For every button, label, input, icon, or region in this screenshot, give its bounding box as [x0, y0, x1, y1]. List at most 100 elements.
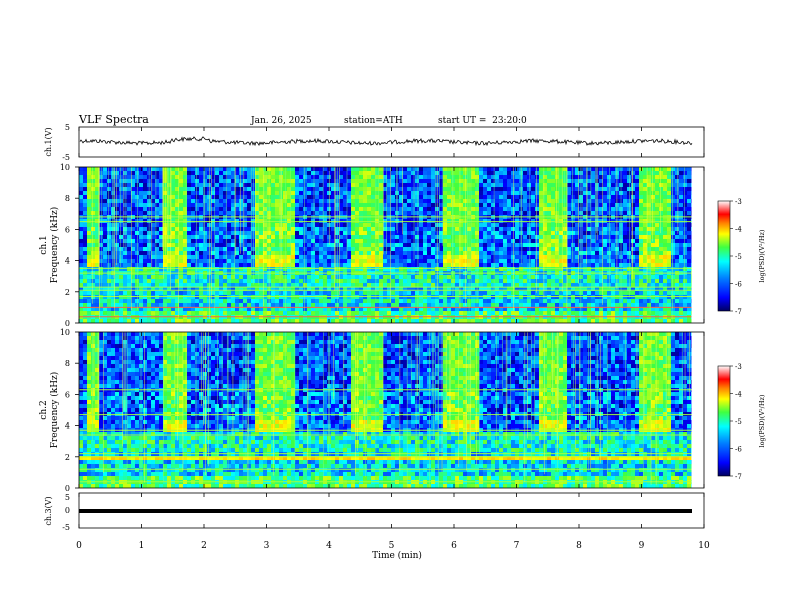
spectrogram-cell [535, 275, 539, 279]
spectrogram-cell [175, 207, 179, 211]
spectrogram-cell [147, 307, 151, 311]
spectrogram-cell [243, 227, 247, 231]
spectrogram-cell [387, 287, 391, 291]
spectrogram-cell [287, 319, 291, 323]
spectrogram-cell [527, 319, 531, 323]
spectrogram-cell [135, 235, 139, 239]
spectrogram-cell [87, 263, 91, 267]
spectrogram-cell [379, 291, 383, 295]
spectrogram-cell [275, 267, 279, 271]
spectrogram-cell [111, 307, 115, 311]
spectrogram-cell [139, 291, 143, 295]
spectrogram-cell [575, 255, 579, 259]
spectrogram-cell [175, 223, 179, 227]
spectrogram-cell [471, 255, 475, 259]
spectrogram-cell [115, 175, 119, 179]
spectrogram-cell [563, 311, 567, 315]
spectrogram-cell [307, 279, 311, 283]
spectrogram-cell [131, 279, 135, 283]
spectrogram-cell [415, 251, 419, 255]
spectrogram-cell [523, 255, 527, 259]
spectrogram-cell [139, 187, 143, 191]
spectrogram-cell [155, 199, 159, 203]
spectrogram-cell [583, 263, 587, 267]
spectrogram-cell [239, 167, 243, 171]
spectrogram-cell [443, 207, 447, 211]
spectrogram-cell [411, 227, 415, 231]
spectrogram-cell [295, 183, 299, 187]
spectrogram-cell [511, 251, 515, 255]
spectrogram-cell [343, 183, 347, 187]
spectrogram-cell [171, 235, 175, 239]
spectrogram-cell [543, 175, 547, 179]
spectrogram-cell [107, 319, 111, 323]
spectrogram-cell [151, 223, 155, 227]
spectrogram-cell [511, 183, 515, 187]
spectrogram-cell [187, 171, 191, 175]
spectrogram-cell [243, 235, 247, 239]
spectrogram-cell [255, 171, 259, 175]
spectrogram-cell [375, 227, 379, 231]
spectrogram-cell [359, 219, 363, 223]
spectrogram-cell [155, 295, 159, 299]
spectrogram-cell [99, 191, 103, 195]
spectrogram-cell [363, 263, 367, 267]
spectrogram-cell [439, 171, 443, 175]
spectrogram-cell [559, 195, 563, 199]
spectrogram-cell [299, 307, 303, 311]
spectrogram-cell [411, 187, 415, 191]
spectrogram-cell [151, 235, 155, 239]
spectrogram-cell [139, 263, 143, 267]
spectrogram-cell [383, 243, 387, 247]
spectrogram-cell [531, 267, 535, 271]
spectrogram-cell [391, 287, 395, 291]
spectrogram-cell [175, 203, 179, 207]
spectrogram-cell [567, 171, 571, 175]
spectrogram-cell [347, 175, 351, 179]
spectrogram-cell [359, 275, 363, 279]
spectrogram-cell [479, 251, 483, 255]
spectrogram-cell [443, 255, 447, 259]
spectrogram-cell [543, 267, 547, 271]
spectrogram-cell [99, 167, 103, 171]
spectrogram-cell [99, 171, 103, 175]
spectrogram-cell [359, 175, 363, 179]
spectrogram-cell [199, 223, 203, 227]
spectrogram-cell [283, 263, 287, 267]
spectrogram-cell [367, 171, 371, 175]
spectrogram-cell [123, 275, 127, 279]
spectrogram-cell [439, 247, 443, 251]
spectrogram-cell [259, 287, 263, 291]
spectrogram-cell [143, 299, 147, 303]
spectrogram-cell [315, 247, 319, 251]
spectrogram-cell [515, 183, 519, 187]
spectrogram-cell [479, 223, 483, 227]
spectrogram-cell [515, 239, 519, 243]
spectrogram-cell [483, 287, 487, 291]
spectrogram-cell [279, 303, 283, 307]
spectrogram-cell [519, 319, 523, 323]
spectrogram-cell [559, 207, 563, 211]
spectrogram-cell [195, 167, 199, 171]
spectrogram-cell [299, 267, 303, 271]
spectrogram-cell [143, 211, 147, 215]
spectrogram-cell [219, 183, 223, 187]
spectrogram-cell [183, 299, 187, 303]
spectrogram-cell [371, 287, 375, 291]
spectrogram-cell [239, 187, 243, 191]
spectrogram-cell [455, 183, 459, 187]
spectrogram-cell [531, 307, 535, 311]
spectrogram-cell [383, 199, 387, 203]
spectrogram-cell [363, 267, 367, 271]
spectrogram-cell [483, 219, 487, 223]
spectrogram-cell [531, 199, 535, 203]
spectrogram-cell [203, 247, 207, 251]
spectrogram-cell [399, 243, 403, 247]
spectrogram-cell [567, 227, 571, 231]
spectrogram-cell [255, 251, 259, 255]
spectrogram-cell [315, 179, 319, 183]
spectrogram-cell [383, 203, 387, 207]
spectrogram-cell [403, 303, 407, 307]
spectrogram-cell [199, 255, 203, 259]
spectrogram-cell [179, 235, 183, 239]
